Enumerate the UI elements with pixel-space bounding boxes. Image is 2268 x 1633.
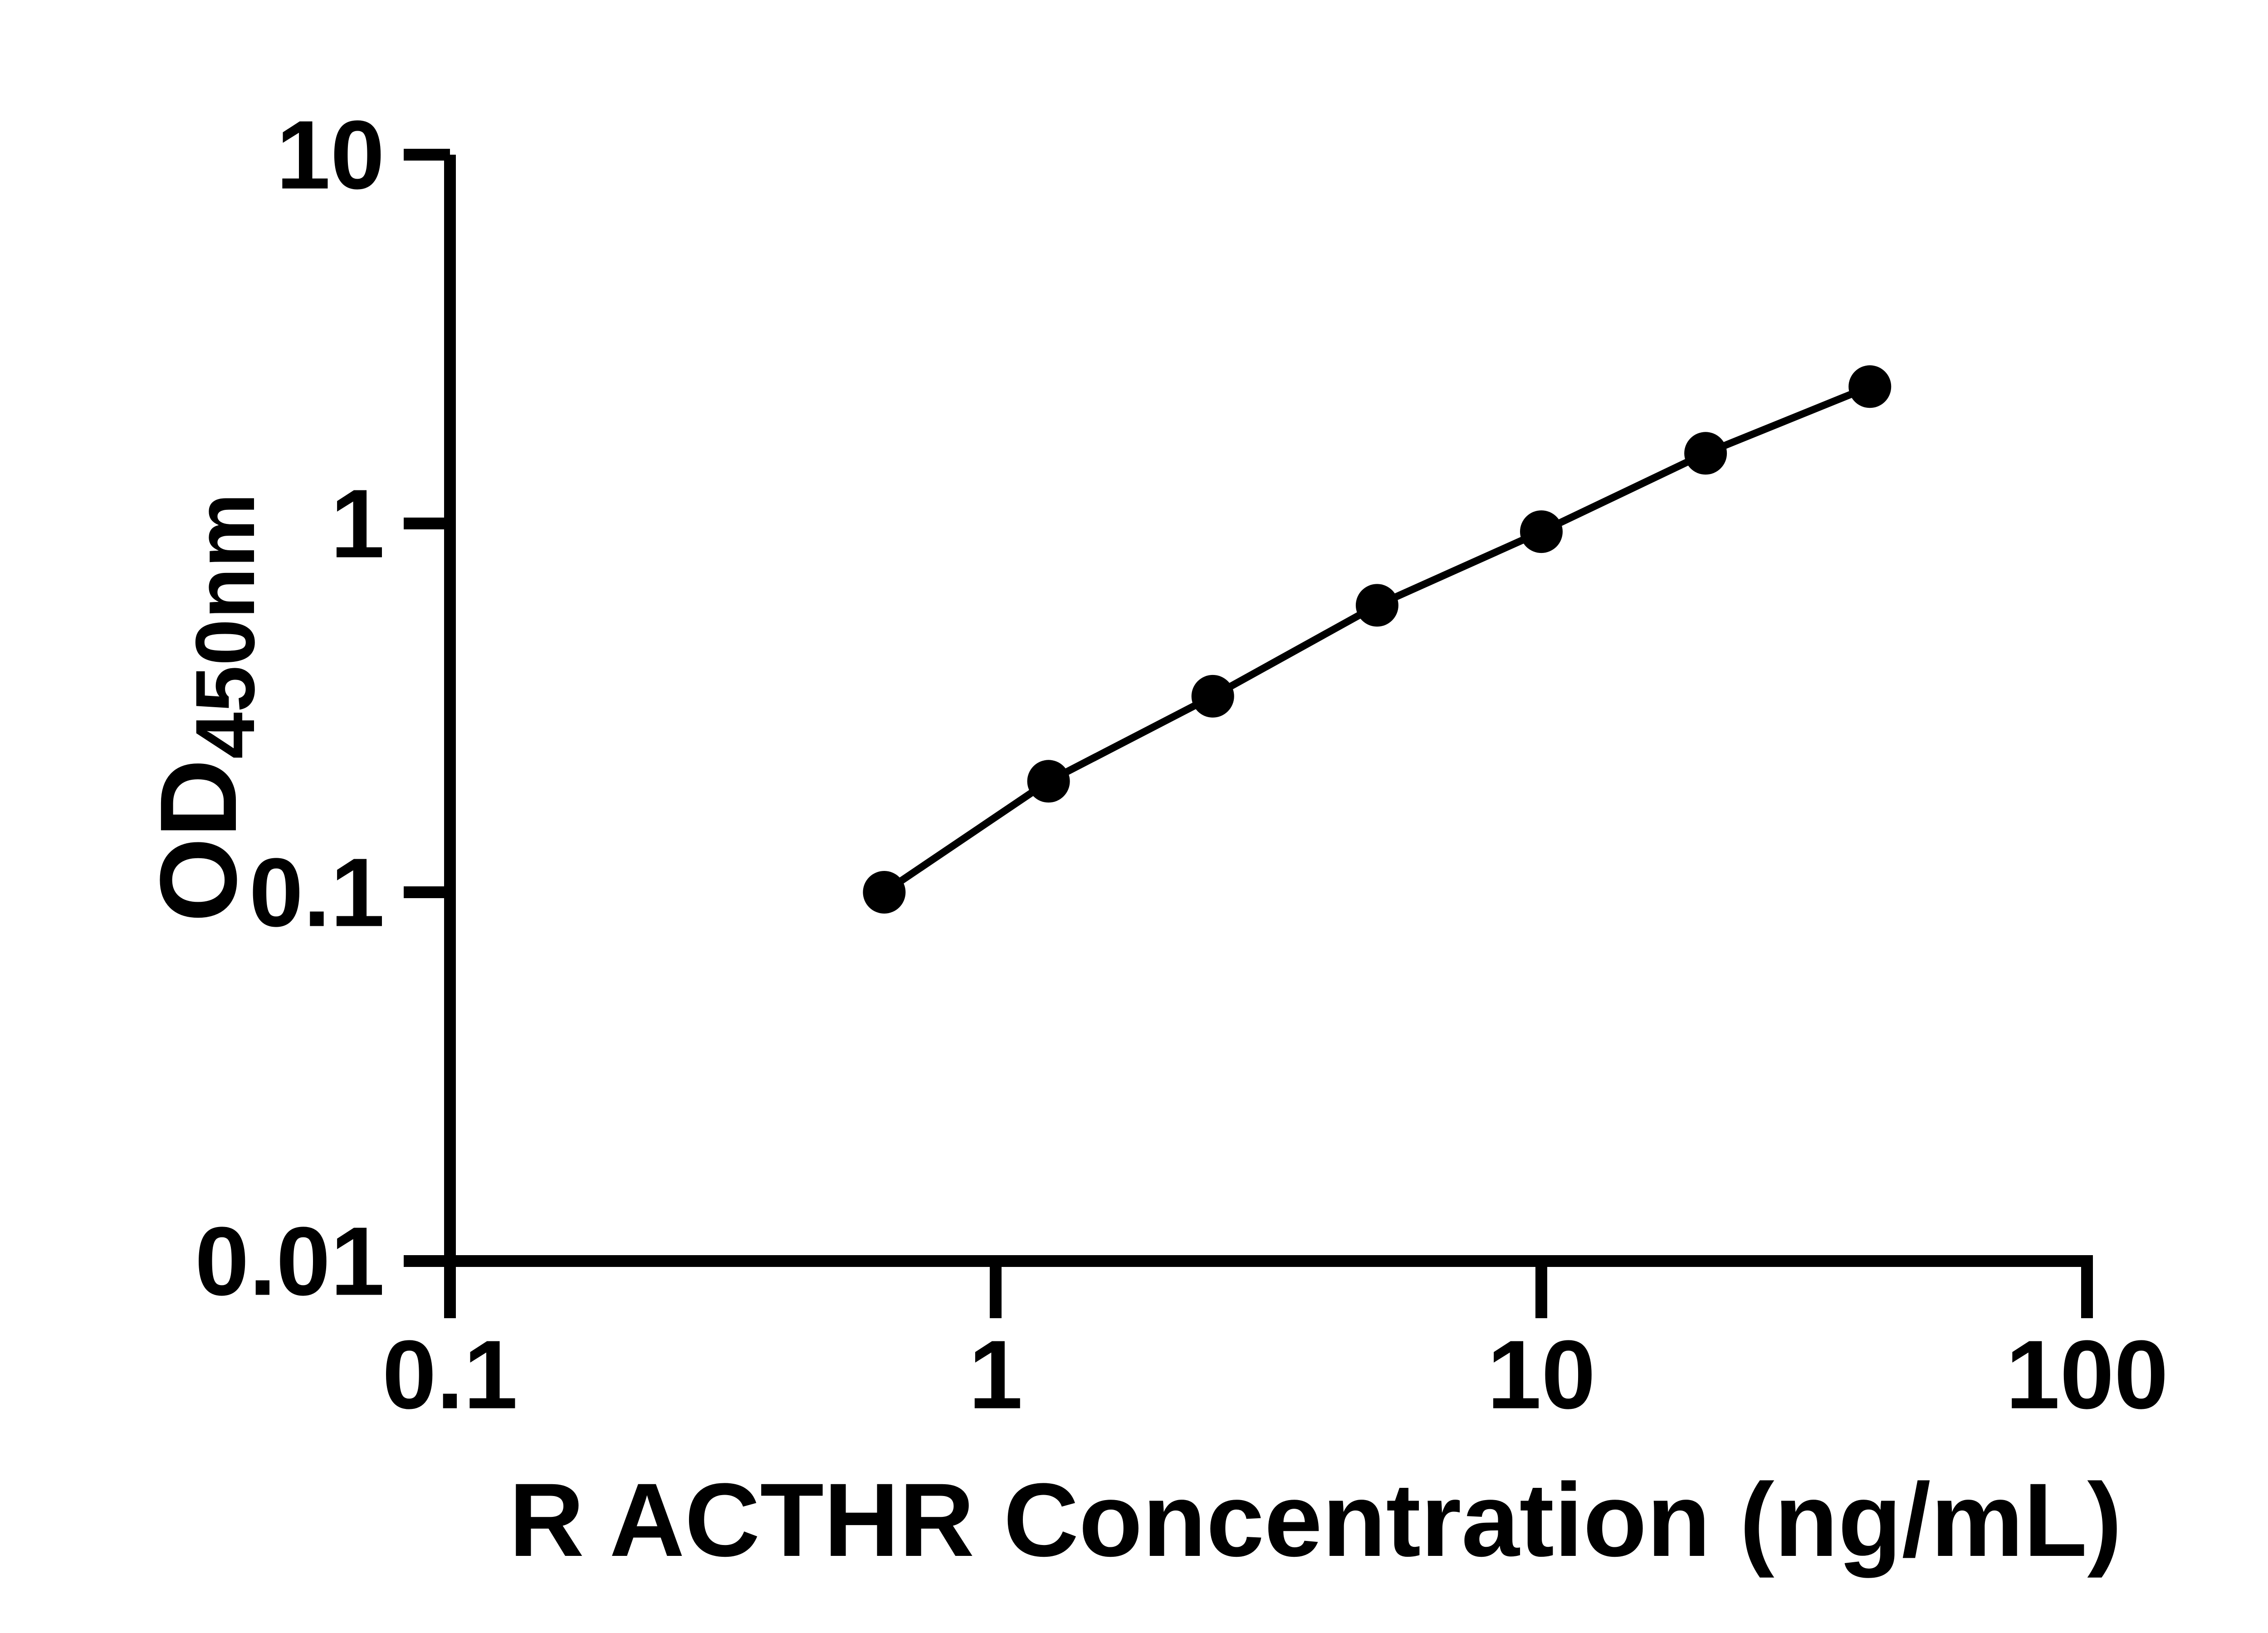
x-tick-label: 100 [2006, 1320, 2169, 1429]
data-point [1027, 760, 1070, 803]
data-point [1684, 432, 1727, 475]
data-point [1520, 510, 1563, 553]
y-tick-label: 0.1 [249, 838, 385, 947]
x-tick-label: 10 [1487, 1320, 1595, 1429]
data-point [863, 871, 906, 914]
y-axis-title: OD450nm [137, 493, 272, 922]
x-axis-title: R ACTHR Concentration (ng/mL) [509, 1462, 2122, 1578]
y-tick-label: 10 [276, 100, 385, 210]
y-tick-label: 1 [330, 469, 385, 578]
y-axis-title-main: OD [137, 759, 259, 922]
data-point [1848, 365, 1892, 408]
x-tick-label: 1 [968, 1320, 1023, 1429]
tick-marks [404, 149, 2093, 1318]
data-series [863, 365, 1892, 914]
data-point [1191, 675, 1234, 718]
y-tick-label: 0.01 [195, 1207, 385, 1316]
data-point [1355, 584, 1398, 627]
y-axis-title-subscript: 450nm [179, 493, 272, 759]
axes [444, 155, 2093, 1267]
x-tick-label: 0.1 [382, 1320, 518, 1429]
